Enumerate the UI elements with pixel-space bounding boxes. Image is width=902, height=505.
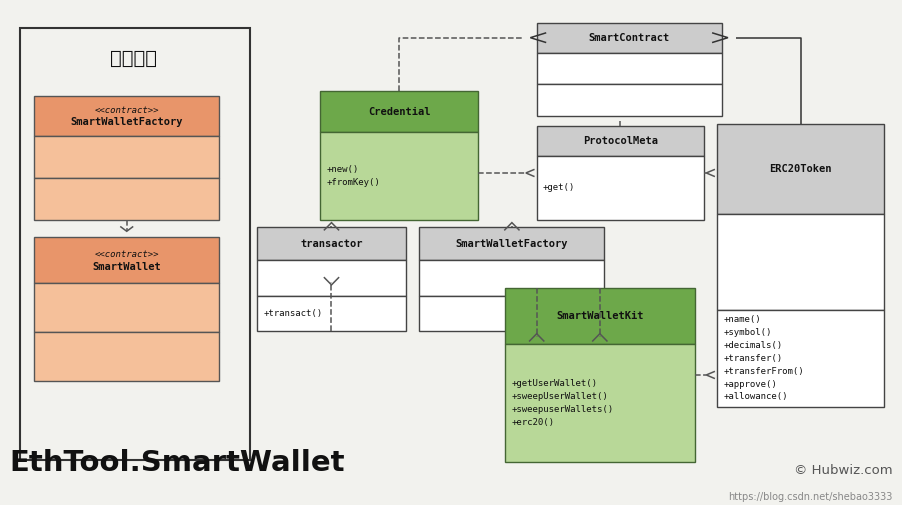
Bar (34, 283, 219, 332)
Bar (419, 227, 604, 261)
Text: https://blog.csdn.net/shebao3333: https://blog.csdn.net/shebao3333 (729, 492, 893, 502)
Text: +new()
+fromKey(): +new() +fromKey() (327, 165, 381, 187)
Bar (34, 237, 219, 283)
Bar (34, 96, 219, 135)
Text: EthTool.SmartWallet: EthTool.SmartWallet (9, 449, 345, 477)
Bar (537, 126, 704, 156)
Text: 链上合约: 链上合约 (110, 48, 157, 68)
Text: <<contract>>: <<contract>> (95, 250, 159, 259)
Text: +getUserWallet()
+sweepUserWallet()
+sweepuserWallets()
+erc20(): +getUserWallet() +sweepUserWallet() +swe… (511, 379, 613, 427)
Text: +transact(): +transact() (263, 309, 323, 318)
Bar (537, 156, 704, 220)
Bar (257, 227, 406, 261)
Bar (505, 288, 695, 343)
Bar (717, 214, 884, 311)
Bar (537, 84, 722, 116)
Bar (537, 53, 722, 84)
Bar (20, 28, 250, 460)
Bar (34, 332, 219, 381)
Bar (320, 91, 478, 132)
Text: <<contract>>: <<contract>> (95, 106, 159, 115)
Text: transactor: transactor (300, 239, 363, 249)
Text: SmartContract: SmartContract (588, 33, 670, 43)
Bar (505, 343, 695, 462)
Text: SmartWalletFactory: SmartWalletFactory (70, 117, 183, 127)
Text: SmartWalletKit: SmartWalletKit (556, 311, 644, 321)
Bar (717, 311, 884, 407)
Bar (257, 261, 406, 295)
Bar (257, 295, 406, 331)
Text: © Hubwiz.com: © Hubwiz.com (795, 464, 893, 477)
Text: ERC20Token: ERC20Token (769, 164, 832, 174)
Bar (34, 178, 219, 220)
Text: SmartWallet: SmartWallet (92, 262, 161, 272)
Bar (34, 135, 219, 178)
Text: SmartWalletFactory: SmartWalletFactory (456, 239, 568, 249)
Text: +get(): +get() (543, 183, 575, 192)
Bar (717, 124, 884, 214)
Text: ProtocolMeta: ProtocolMeta (583, 136, 658, 146)
Bar (537, 23, 722, 53)
Text: Credential: Credential (368, 107, 430, 117)
Bar (419, 261, 604, 295)
Text: +name()
+symbol()
+decimals()
+transfer()
+transferFrom()
+approve()
+allowance(: +name() +symbol() +decimals() +transfer(… (723, 316, 804, 401)
Bar (419, 295, 604, 331)
Bar (320, 132, 478, 220)
